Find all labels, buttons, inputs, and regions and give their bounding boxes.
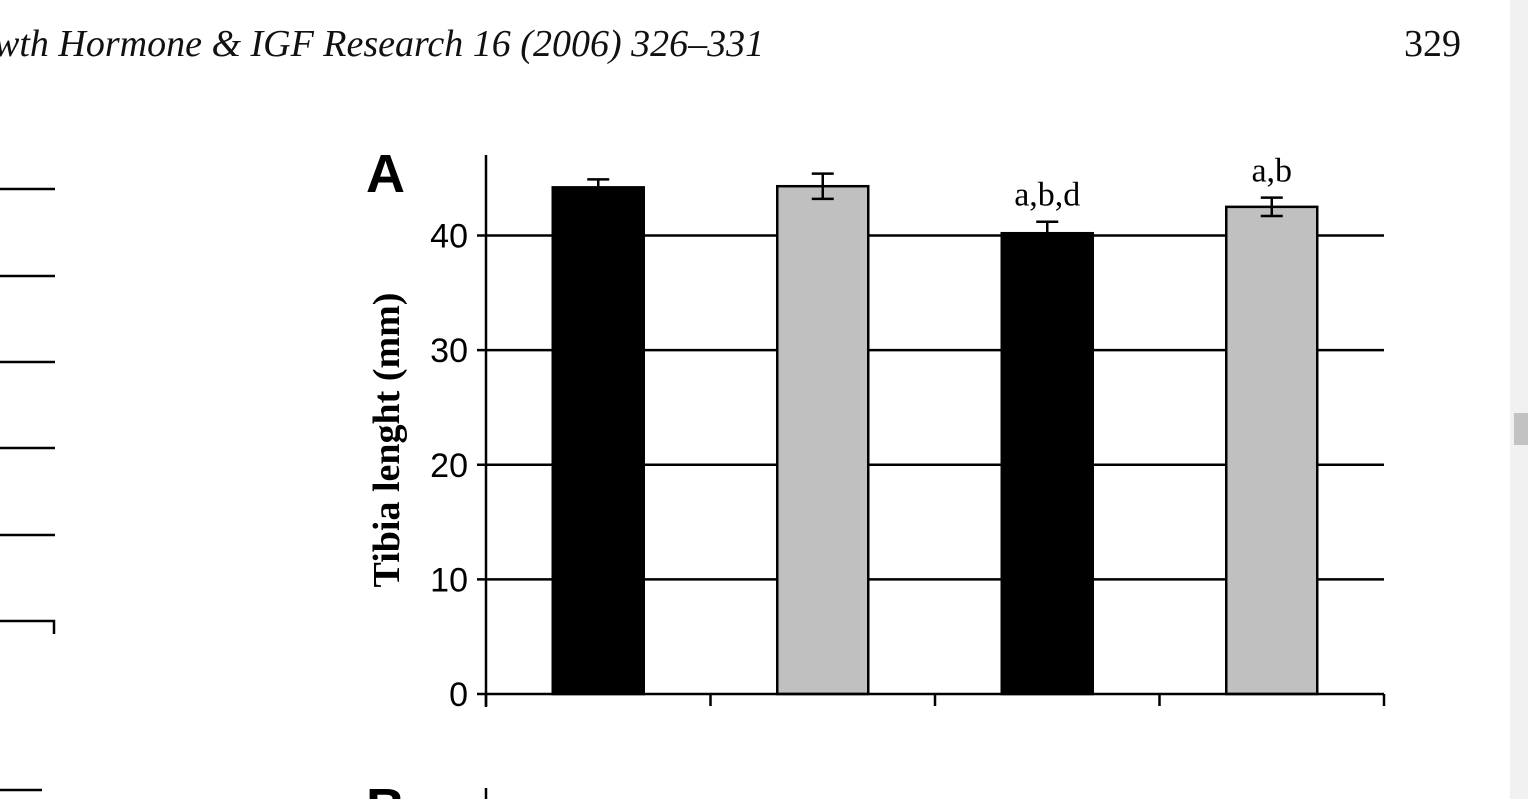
y-tick-label: 30 xyxy=(430,332,468,370)
scrollbar-thumb[interactable] xyxy=(1514,413,1528,445)
bar xyxy=(776,184,870,696)
y-axis-ticks: 0 10 20 30 40 xyxy=(430,218,486,714)
next-panel-label: B xyxy=(366,778,405,799)
y-tick-label: 10 xyxy=(430,561,468,599)
running-header: wth Hormone & IGF Research 16 (2006) 326… xyxy=(0,23,765,65)
annotations: a,b,d a,b xyxy=(1014,153,1292,214)
bars xyxy=(551,184,1319,696)
bar xyxy=(551,186,645,696)
y-tick-label: 20 xyxy=(430,447,468,485)
significance-annotation: a,b xyxy=(1251,153,1292,190)
fragment-axis xyxy=(0,619,56,634)
error-bars xyxy=(587,172,1283,246)
left-column-figure-fragment xyxy=(0,187,56,792)
y-tick-label: 0 xyxy=(449,676,468,714)
page-number: 329 xyxy=(1404,23,1461,65)
axes xyxy=(484,155,1386,707)
y-axis-label: Tibia lenght (mm) xyxy=(366,293,408,588)
vertical-scrollbar[interactable] xyxy=(1510,0,1528,799)
bar xyxy=(1000,231,1094,696)
y-tick-label: 40 xyxy=(430,218,468,256)
bar xyxy=(1225,205,1319,696)
panel-label: A xyxy=(366,144,405,204)
significance-annotation: a,b,d xyxy=(1014,177,1080,214)
